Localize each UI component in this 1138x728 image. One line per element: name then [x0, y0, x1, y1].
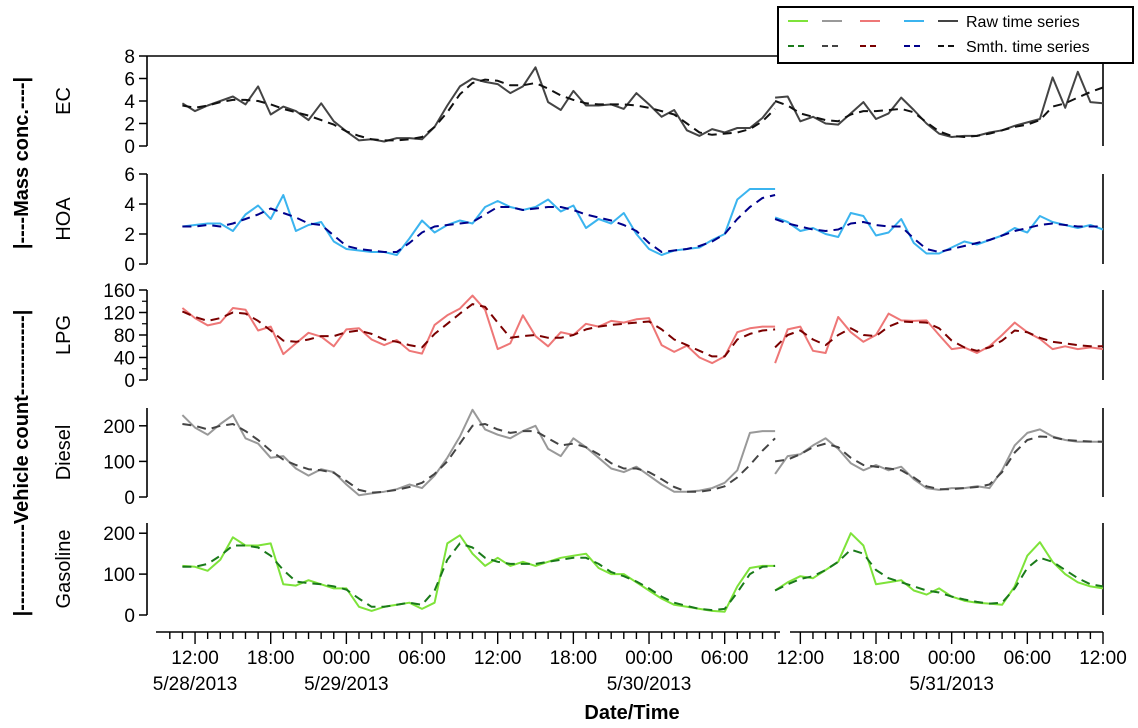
x-tick-label: 18:00: [550, 648, 598, 669]
raw-series-gasoline-0: [182, 534, 776, 613]
y-tick-label: 4: [124, 92, 135, 113]
legend-box: [777, 6, 1134, 64]
x-tick-label: 00:00: [625, 648, 673, 669]
x-date-label: 5/30/2013: [607, 674, 692, 695]
raw-series-hoa-1: [774, 212, 1104, 255]
smooth-series-hoa-1: [774, 218, 1103, 253]
x-tick-label: 00:00: [928, 648, 976, 669]
y-tick-label: 2: [124, 115, 135, 136]
smooth-series-diesel-0: [182, 423, 776, 494]
raw-series-gasoline-1: [774, 532, 1104, 606]
y-tick-label: 8: [124, 47, 135, 68]
raw-series-diesel-1: [774, 428, 1103, 491]
raw-series-lpg-1: [774, 312, 1104, 364]
panel-label-lpg: LPG: [53, 315, 75, 355]
y-tick-label: 100: [103, 452, 135, 473]
y-tick-label: 6: [124, 165, 135, 186]
smooth-series-gasoline-0: [182, 542, 776, 612]
x-tick-label: 00:00: [323, 648, 371, 669]
raw-series-diesel-0: [181, 408, 776, 497]
raw-series-lpg-0: [181, 294, 776, 365]
raw-series-ec-0: [181, 66, 776, 143]
panel-hoa: 0 2 4 6 HOA: [53, 165, 1104, 276]
smooth-series-ec-0: [182, 78, 776, 142]
smooth-series-lpg-1: [774, 320, 1103, 352]
y-tick-label: 40: [114, 349, 135, 370]
panel-gasoline: 0 100 200 Gasoline: [53, 523, 1104, 627]
y-tick-label: 100: [103, 565, 135, 586]
x-tick-label: 12:00: [171, 648, 219, 669]
legend-smooth-label: Smth. time series: [966, 39, 1090, 56]
y-tick-label: 0: [124, 371, 135, 392]
x-tick-label: 06:00: [398, 648, 446, 669]
smooth-series-gasoline-1: [774, 548, 1104, 605]
y-tick-label: 0: [124, 488, 135, 509]
x-tick-label: 18:00: [852, 648, 900, 669]
panel-label-hoa: HOA: [53, 197, 75, 241]
y-tick-label: 0: [124, 606, 135, 627]
smooth-series-hoa-0: [182, 194, 776, 253]
y-tick-label: 2: [124, 225, 135, 246]
x-tick-label: 18:00: [247, 648, 295, 669]
panel-diesel: 0 100 200 Diesel: [53, 408, 1104, 509]
smooth-series-lpg-0: [181, 303, 776, 358]
x-axis-title: Date/Time: [584, 702, 679, 724]
smooth-series-diesel-1: [774, 435, 1104, 491]
panels: 02468EC0246HOA04080120160LPG0100200Diese…: [53, 47, 1104, 627]
x-tick-label: 06:00: [701, 648, 749, 669]
panel-label-diesel: Diesel: [53, 425, 75, 481]
raw-series-hoa-0: [182, 188, 776, 256]
x-tick-label: 12:00: [474, 648, 522, 669]
legend: Raw time series Smth. time series: [777, 6, 1134, 64]
y-tick-label: 0: [124, 137, 135, 158]
y-tick-label: 200: [103, 417, 135, 438]
panel-label-gasoline: Gasoline: [53, 530, 75, 609]
y-tick-label: 4: [124, 195, 135, 216]
y-tick-label: 6: [124, 70, 135, 91]
y-tick-label: 0: [124, 255, 135, 276]
x-tick-label: 12:00: [777, 648, 825, 669]
panel-label-ec: EC: [53, 87, 75, 115]
x-axis: 12:00 5/28/2013 18:00 00:00 5/29/2013 06:00 12…: [153, 631, 1127, 695]
legend-raw-label: Raw time series: [966, 14, 1080, 31]
x-date-label: 5/31/2013: [909, 674, 994, 695]
smooth-series-ec-1: [774, 86, 1104, 138]
x-tick-label: 06:00: [1004, 648, 1052, 669]
y-tick-label: 120: [103, 304, 135, 325]
x-date-label: 5/28/2013: [153, 674, 238, 695]
raw-series-ec-1: [775, 70, 1104, 138]
x-tick-label: 12:00: [1079, 648, 1127, 669]
group-label-mass-conc: |----Mass conc.----|: [11, 77, 33, 249]
y-tick-label: 160: [103, 281, 135, 302]
y-tick-label: 80: [114, 326, 135, 347]
y-tick-label: 200: [103, 524, 135, 545]
x-date-label: 5/29/2013: [304, 674, 389, 695]
group-label-vehicle-count: |-------------Vehicle count------------|: [11, 310, 33, 617]
